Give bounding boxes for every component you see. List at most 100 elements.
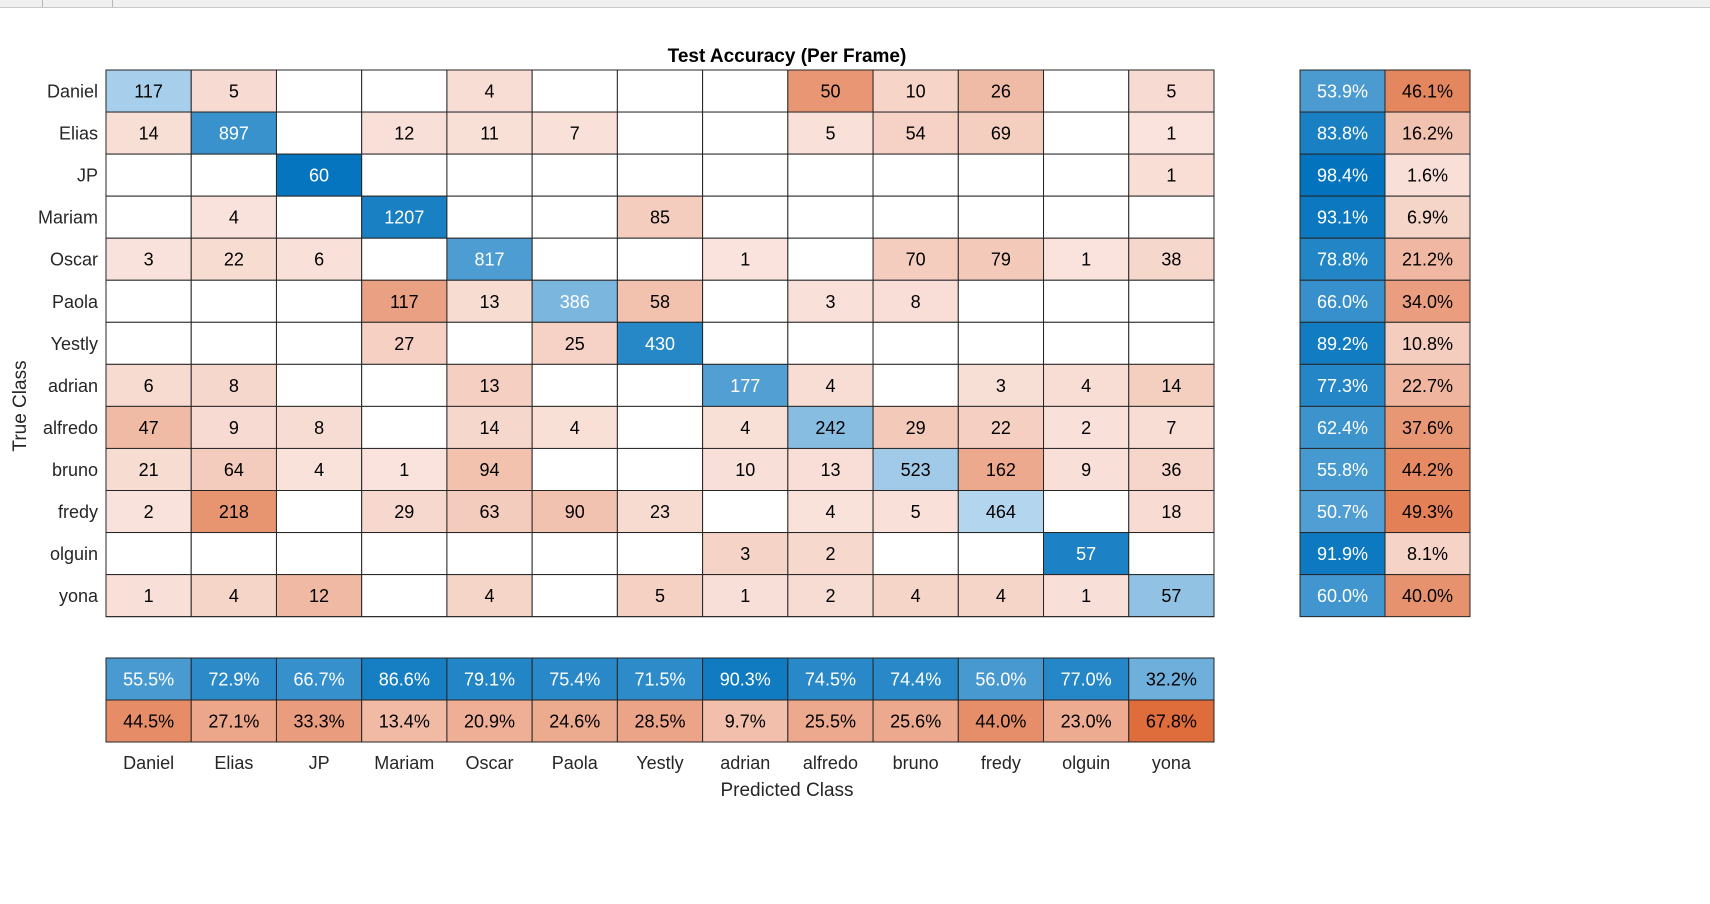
cell-8-5-value: 4 (570, 418, 580, 438)
col-summary-incorrect-7-rect (702, 699, 789, 743)
cell-4-11-value: 1 (1081, 250, 1091, 270)
row-summary-correct-1-value: 83.8% (1317, 124, 1368, 144)
predicted-class-label-yestly: Yestly (636, 753, 683, 773)
cell-2-12-rect (1128, 153, 1215, 197)
row-summary-incorrect-5-value: 34.0% (1402, 292, 1453, 312)
cell-10-8-value: 4 (825, 502, 835, 522)
cell-4-9-value: 70 (906, 250, 926, 270)
row-summary-incorrect-9-rect (1384, 447, 1471, 492)
chart-title: Test Accuracy (Per Frame) (668, 46, 907, 67)
col-summary-incorrect-9-value: 25.6% (890, 712, 941, 732)
cell-0-4-value: 4 (485, 82, 495, 102)
row-summary-incorrect-11-rect (1384, 532, 1471, 576)
cell-2-10-rect (957, 153, 1045, 197)
col-summary-correct-12-value: 32.2% (1146, 670, 1197, 690)
cell-3-5-rect (531, 195, 618, 239)
row-summary-incorrect-3-rect (1384, 195, 1471, 239)
cell-8-12-value: 7 (1166, 418, 1176, 438)
cell-12-8-value: 2 (825, 586, 835, 606)
confusion-matrix-grid: 117 5 4 50 10 26 514 897 12 11 7 5 54 69 160 14 1207 853 2… (105, 69, 1215, 618)
cell-1-1-value: 897 (219, 124, 249, 144)
row-summary-correct-3-value: 93.1% (1317, 208, 1368, 228)
col-summary-correct-4-value: 79.1% (464, 670, 515, 690)
cell-1-1-rect (190, 111, 277, 155)
col-summary-incorrect-3-rect (361, 699, 448, 743)
col-summary-correct-2-rect (275, 657, 363, 701)
cell-8-3-rect (361, 405, 448, 449)
cell-1-10-value: 69 (991, 124, 1011, 144)
cell-9-1-value: 64 (224, 460, 244, 480)
cell-12-6-value: 5 (655, 586, 665, 606)
cell-1-3-rect (361, 111, 448, 155)
cell-10-10-rect (957, 490, 1045, 534)
row-summary-incorrect-4-rect (1384, 237, 1471, 281)
true-class-label-fredy: fredy (58, 502, 98, 522)
cell-2-3-rect (361, 153, 448, 197)
row-summary-correct-11-rect (1299, 532, 1386, 576)
cell-4-8-rect (787, 237, 874, 281)
col-summary-incorrect-3-value: 13.4% (379, 712, 430, 732)
predicted-class-labels: Daniel Elias JP Mariam Oscar Paola Yestly adria… (123, 753, 1192, 773)
cell-5-8-rect (787, 279, 874, 323)
cell-8-12-rect (1128, 405, 1215, 449)
cell-6-6-rect (616, 321, 704, 365)
cell-1-4-value: 11 (480, 124, 499, 144)
cell-7-7-value: 177 (730, 376, 760, 396)
cell-8-0-value: 47 (139, 418, 159, 438)
cell-9-7-value: 10 (735, 460, 755, 480)
cell-12-12-value: 57 (1161, 586, 1181, 606)
cell-0-9-value: 10 (906, 82, 926, 102)
cell-6-0-rect (105, 321, 192, 365)
toolbar-tab-1[interactable] (0, 0, 43, 7)
cell-10-5-value: 90 (565, 502, 585, 522)
cell-12-0-value: 1 (144, 586, 154, 606)
cell-1-6-rect (616, 111, 704, 155)
predicted-class-label-olguin: olguin (1062, 753, 1110, 773)
cell-7-1-value: 8 (229, 376, 239, 396)
row-summary-incorrect-9-value: 44.2% (1402, 460, 1453, 480)
cell-11-11-value: 57 (1076, 544, 1096, 564)
cell-0-3-rect (361, 69, 448, 113)
cell-9-0-value: 21 (139, 460, 159, 480)
cell-5-10-rect (957, 279, 1045, 323)
cell-5-3-rect (361, 279, 448, 323)
true-class-label-alfredo: alfredo (43, 418, 98, 438)
cell-0-12-rect (1128, 69, 1215, 113)
cell-3-6-value: 85 (650, 208, 670, 228)
cell-5-6-value: 58 (650, 292, 670, 312)
toolbar-tab-2[interactable] (42, 0, 113, 7)
cell-12-6-rect (616, 574, 704, 618)
cell-2-2-rect (275, 153, 363, 197)
cell-7-0-rect (105, 363, 192, 407)
col-summary-incorrect-11-value: 23.0% (1061, 712, 1112, 732)
col-summary-correct-7-rect (702, 657, 789, 701)
cell-12-12-rect (1128, 574, 1215, 618)
col-summary-incorrect-4-rect (446, 699, 533, 743)
row-summary-correct-5-value: 66.0% (1317, 292, 1368, 312)
cell-11-0-rect (105, 532, 192, 576)
col-summary-incorrect-5-rect (531, 699, 618, 743)
cell-10-12-value: 18 (1161, 502, 1181, 522)
cell-12-3-rect (361, 574, 448, 618)
predicted-class-label-oscar: Oscar (466, 753, 514, 773)
cell-4-2-value: 6 (314, 250, 324, 270)
cell-4-1-value: 22 (224, 250, 244, 270)
cell-7-11-rect (1043, 363, 1130, 407)
cell-9-5-rect (531, 447, 618, 492)
col-summary-incorrect-6-value: 28.5% (634, 712, 685, 732)
col-summary-incorrect-2-rect (275, 699, 363, 743)
cell-11-8-rect (787, 532, 874, 576)
predicted-class-label-jp: JP (309, 753, 330, 773)
cell-6-5-value: 25 (565, 334, 585, 354)
cell-12-7-value: 1 (740, 586, 750, 606)
cell-4-10-value: 79 (991, 250, 1011, 270)
cell-0-11-rect (1043, 69, 1130, 113)
row-summary-incorrect-0-value: 46.1% (1402, 82, 1453, 102)
cell-5-2-rect (275, 279, 363, 323)
cell-0-10-value: 26 (991, 82, 1011, 102)
row-summary-incorrect-2-value: 1.6% (1407, 166, 1448, 186)
cell-12-1-value: 4 (229, 586, 239, 606)
cell-9-9-rect (872, 447, 959, 492)
cell-9-6-rect (616, 447, 704, 492)
cell-1-4-rect (446, 111, 533, 155)
